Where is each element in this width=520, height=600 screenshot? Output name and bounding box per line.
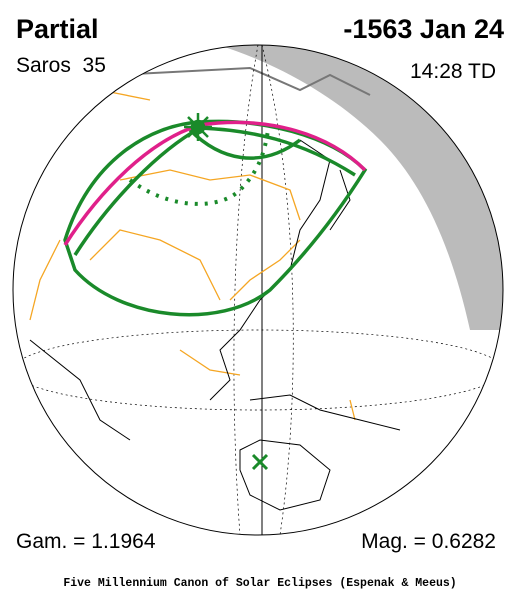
greatest-eclipse-marker: [184, 113, 212, 141]
eclipse-type: Partial: [16, 14, 99, 44]
magnitude: Mag. = 0.6282: [361, 530, 496, 553]
arctic-ice: [19, 66, 371, 96]
time: 14:28 TD: [410, 60, 496, 83]
sub-solar-marker: [251, 453, 269, 471]
credit: Five Millennium Canon of Solar Eclipses …: [63, 577, 456, 590]
eclipse-date: -1563 Jan 24: [343, 14, 504, 44]
globe-outline: [12, 44, 504, 536]
saros: Saros 35: [16, 54, 106, 77]
gamma: Gam. = 1.1964: [16, 530, 156, 553]
graticule: [13, 45, 503, 535]
